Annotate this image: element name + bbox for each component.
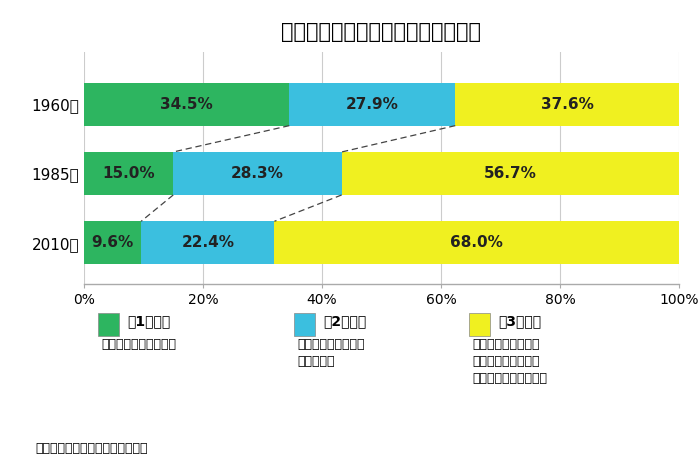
- Title: 産業別就業者数の割合（和歌山県）: 産業別就業者数の割合（和歌山県）: [281, 22, 482, 42]
- Text: 9.6%: 9.6%: [92, 235, 134, 250]
- Text: （電気・ガス・水道
業、卸売・小売業、
サービス業、その他）: （電気・ガス・水道 業、卸売・小売業、 サービス業、その他）: [473, 338, 547, 385]
- Text: （鉱業、建設業、製
造業など）: （鉱業、建設業、製 造業など）: [298, 338, 365, 368]
- Text: 15.0%: 15.0%: [102, 166, 155, 181]
- Text: 37.6%: 37.6%: [540, 97, 594, 112]
- Text: 第2次産業: 第2次産業: [323, 314, 367, 328]
- Text: 出典：総務省統計局「国勢調査」: 出典：総務省統計局「国勢調査」: [35, 442, 148, 455]
- Bar: [342, 152, 679, 195]
- Text: 28.3%: 28.3%: [231, 166, 284, 181]
- Text: 56.7%: 56.7%: [484, 166, 537, 181]
- Bar: [455, 82, 679, 126]
- Text: 68.0%: 68.0%: [450, 235, 503, 250]
- Bar: [84, 221, 141, 264]
- Text: 27.9%: 27.9%: [346, 97, 399, 112]
- Text: 第1次産業: 第1次産業: [127, 314, 171, 328]
- Text: 22.4%: 22.4%: [181, 235, 235, 250]
- Bar: [274, 221, 679, 264]
- Text: 34.5%: 34.5%: [160, 97, 213, 112]
- Bar: [84, 152, 174, 195]
- Bar: [174, 152, 342, 195]
- Text: （農業、林業、漁業）: （農業、林業、漁業）: [102, 338, 176, 351]
- Bar: [289, 82, 455, 126]
- Bar: [84, 82, 289, 126]
- Bar: [141, 221, 274, 264]
- Text: 第3次産業: 第3次産業: [498, 314, 542, 328]
